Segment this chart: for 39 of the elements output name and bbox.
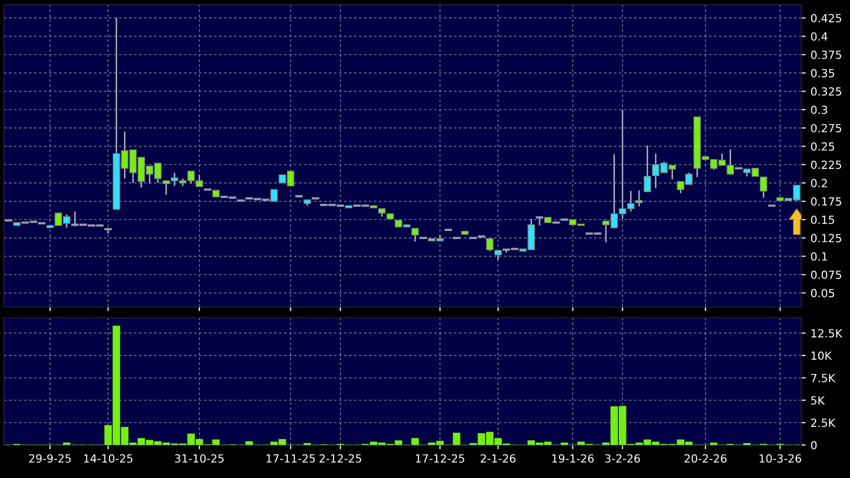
candlestick xyxy=(486,238,494,252)
y-tick-label: 0.325 xyxy=(811,87,842,96)
y-tick-label: 0.225 xyxy=(811,160,842,170)
x-tick-label: 17-11-25 xyxy=(266,454,315,463)
x-tick-label: 10-3-26 xyxy=(760,454,802,463)
x-tick-label: 2-1-26 xyxy=(480,454,516,463)
x-tick-label: 20-2-26 xyxy=(684,454,726,463)
candlestick xyxy=(270,189,278,202)
y-tick-label: 10K xyxy=(812,351,832,360)
y-tick-label: 0.15 xyxy=(811,216,834,224)
y-tick-label: 7.5K xyxy=(811,374,836,382)
y-tick-label: 0.125 xyxy=(811,234,842,242)
x-tick-label: 2-12-25 xyxy=(320,454,362,463)
y-tick-label: 5K xyxy=(811,396,825,405)
y-tick-label: 0.05 xyxy=(811,288,834,298)
x-tick-label: 3-2-26 xyxy=(605,454,640,463)
candlestick xyxy=(494,250,502,261)
y-tick-label: 0.35 xyxy=(811,68,834,78)
y-tick-label: 0.425 xyxy=(811,14,842,22)
y-tick-label: 0 xyxy=(811,440,817,450)
y-tick-label: 0.175 xyxy=(811,197,842,206)
y-tick-label: 0.2 xyxy=(811,178,827,188)
x-tick-label: 19-1-26 xyxy=(552,454,594,463)
candlestick xyxy=(411,228,419,242)
y-tick-label: 12.5K xyxy=(812,329,843,338)
y-tick-label: 0.275 xyxy=(811,124,842,132)
y-tick-label: 0.4 xyxy=(811,32,828,41)
x-tick-label: 29-9-25 xyxy=(29,454,71,463)
x-tick-label: 14-10-25 xyxy=(84,454,132,463)
y-tick-label: 0.25 xyxy=(811,142,834,151)
y-tick-label: 0.1 xyxy=(811,252,827,261)
y-tick-label: 0.075 xyxy=(811,270,842,279)
y-tick-label: 0.375 xyxy=(811,50,842,60)
y-tick-label: 0.3 xyxy=(811,106,828,114)
x-tick-label: 17-12-25 xyxy=(416,454,464,463)
x-tick-label: 31-10-25 xyxy=(175,454,224,463)
candlestick xyxy=(635,190,643,208)
y-tick-label: 2.5K xyxy=(811,418,836,428)
candlestick xyxy=(644,144,652,192)
